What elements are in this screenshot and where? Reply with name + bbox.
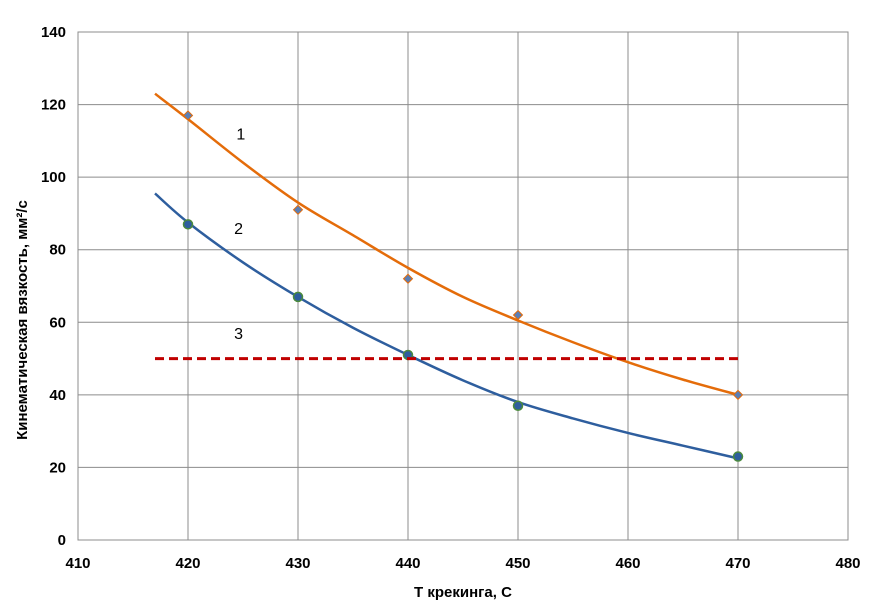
y-tick-label: 100 [41,169,66,186]
curve-label-2: 2 [234,221,243,238]
y-axis-title: Кинематическая вязкость, мм²/с [14,200,31,440]
data-point-2 [512,400,524,411]
x-tick-label: 440 [395,555,420,572]
data-point-2 [732,451,744,462]
y-tick-label: 40 [49,387,66,404]
data-point-1 [292,204,304,216]
y-tick-label: 140 [41,24,66,41]
x-tick-label: 420 [175,555,200,572]
x-tick-label: 430 [285,555,310,572]
x-tick-label: 410 [65,555,90,572]
data-point-1 [402,273,414,284]
plot-area-border [77,31,849,541]
x-tick-labels: 410 420 430 440 450 460 470 480 [65,555,860,572]
trend-line-2 [154,192,739,460]
curve-label-1: 1 [236,127,245,144]
y-tick-label: 120 [41,97,66,114]
x-tick-label: 470 [725,555,750,572]
y-tick-label: 80 [49,242,66,259]
y-tick-label: 0 [58,532,66,549]
plot-series [154,92,744,462]
gridlines [77,31,849,541]
curve-label-3: 3 [234,326,243,343]
curve-labels: 1 2 3 [234,127,245,344]
x-axis-title: Т крекинга, С [414,584,512,601]
x-tick-label: 450 [505,555,530,572]
data-point-1 [182,110,194,121]
y-tick-label: 60 [49,314,66,331]
series-1 [154,92,744,401]
data-point-2 [292,291,304,303]
y-tick-label: 20 [49,459,66,476]
y-tick-labels: 0 20 40 60 80 100 120 140 [41,24,66,549]
data-point-1 [732,389,744,401]
data-point-1 [512,309,524,321]
x-tick-label: 460 [615,555,640,572]
series-2 [154,192,744,462]
trend-line-1 [154,92,739,397]
x-tick-label: 480 [835,555,860,572]
data-point-2 [182,219,194,230]
